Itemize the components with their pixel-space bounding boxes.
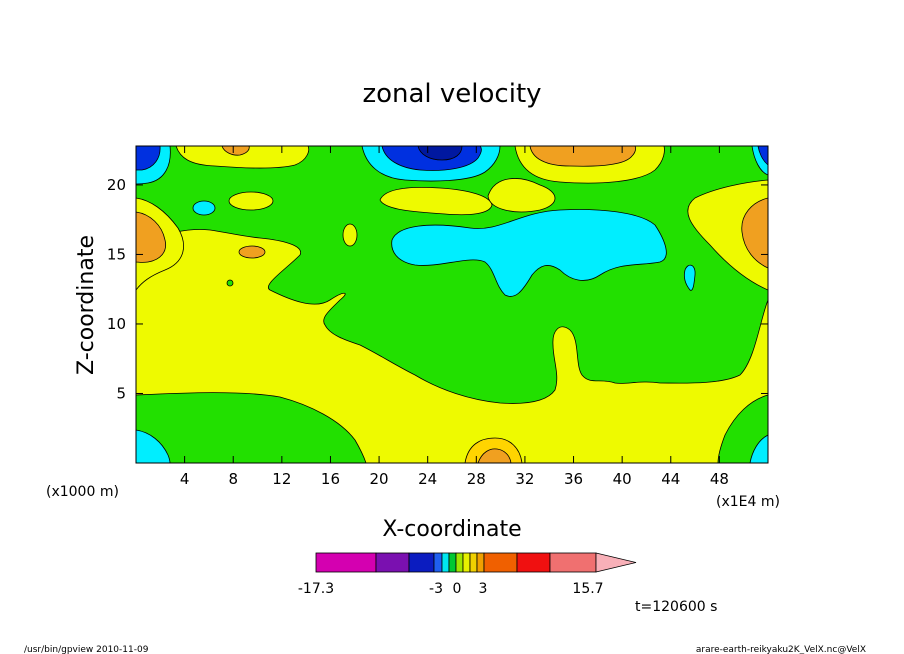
colorbar-extend-arrow	[595, 552, 637, 573]
region-cyan-center	[391, 209, 667, 297]
y-tick-label: 5	[116, 384, 126, 402]
x-axis-title: X-coordinate	[382, 517, 521, 542]
region-blue-topright	[757, 146, 768, 166]
colorbar-label-neg: -3	[429, 581, 443, 597]
region-blue-topleft	[136, 146, 161, 171]
x-tick-label: 16	[321, 470, 340, 488]
colorbar-segment	[408, 552, 435, 573]
region-yellow-right	[687, 179, 768, 291]
colorbar-segment	[462, 552, 471, 573]
colorbar-segment	[483, 552, 518, 573]
contour-field	[136, 146, 768, 463]
region-yellow-topleft	[175, 146, 310, 169]
y-unit-note: (x1000 m)	[46, 484, 119, 500]
y-axis-ticks: 5 10 15 20	[107, 176, 768, 402]
plot-frame	[135, 145, 769, 464]
colorbar-segment	[455, 552, 464, 573]
x-tick-label: 28	[467, 470, 486, 488]
colorbar-segment	[448, 552, 457, 573]
y-tick-label: 20	[107, 176, 126, 194]
colorbar-segment	[315, 552, 377, 573]
colorbar-segment	[549, 552, 597, 573]
x-tick-label: 40	[613, 470, 632, 488]
x-tick-label: 32	[515, 470, 534, 488]
region-orange-bottomcenter	[477, 448, 512, 463]
chart-title: zonal velocity	[362, 79, 541, 109]
footer-right: arare-earth-reikyaku2K_VelX.nc@VelX	[696, 645, 866, 654]
colorbar-label-min: -17.3	[298, 581, 334, 597]
y-axis-title: Z-coordinate	[74, 235, 99, 375]
x-axis-ticks: 4 8 12 16 20 24 28 32 36 40 44 48	[180, 146, 729, 488]
x-tick-label: 8	[228, 470, 238, 488]
colorbar	[315, 552, 637, 573]
region-green-main	[136, 146, 768, 404]
region-yellow-mid	[379, 186, 493, 216]
colorbar-label-zero: 0	[453, 581, 462, 597]
region-cyan-bottomright	[749, 434, 768, 463]
colorbar-segment	[441, 552, 450, 573]
colorbar-label-max: 15.7	[572, 581, 603, 597]
region-yellow-mid2	[487, 178, 556, 213]
region-green-bottom-right	[717, 394, 768, 463]
colorbar-segment	[516, 552, 551, 573]
colorbar-segment	[476, 552, 485, 573]
footer-left: /usr/bin/gpview 2010-11-09	[24, 645, 149, 654]
region-cyan-small	[683, 264, 696, 291]
x-tick-label: 4	[180, 470, 190, 488]
colorbar-label-pos: 3	[479, 581, 488, 597]
y-tick-label: 15	[107, 245, 126, 263]
region-yellow-blob-4	[238, 245, 266, 259]
region-orange-topright	[529, 146, 636, 167]
x-tick-label: 24	[418, 470, 437, 488]
colorbar-segment	[433, 552, 443, 573]
time-label: t=120600 s	[635, 599, 717, 615]
region-orange-left	[136, 211, 167, 263]
region-darkblue-topcenter	[417, 146, 463, 161]
x-tick-label: 12	[272, 470, 291, 488]
region-orange-topleft	[221, 146, 250, 156]
region-yellow-blob-2	[192, 200, 216, 216]
region-green-bottom	[136, 392, 367, 463]
x-tick-label: 36	[564, 470, 583, 488]
region-orange-right	[741, 197, 768, 269]
x-tick-label: 44	[661, 470, 680, 488]
x-unit-note: (x1E4 m)	[716, 494, 780, 510]
region-yellow-blob-1	[228, 191, 274, 211]
region-yellow-blob-3	[342, 223, 358, 247]
x-tick-label: 20	[370, 470, 389, 488]
colorbar-segment	[375, 552, 410, 573]
region-green-dot	[226, 279, 234, 287]
y-tick-label: 10	[107, 315, 126, 333]
colorbar-segment	[469, 552, 478, 573]
x-tick-label: 48	[710, 470, 729, 488]
